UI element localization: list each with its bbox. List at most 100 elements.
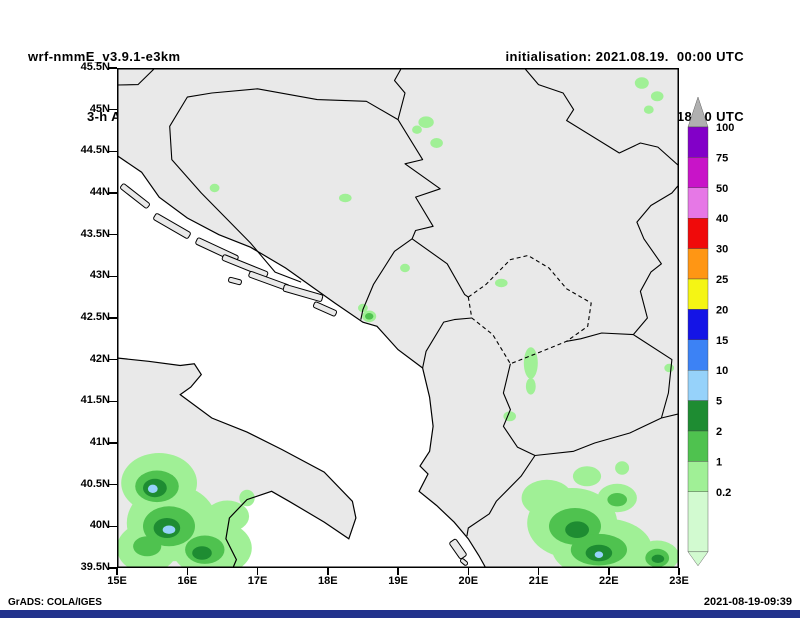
colorbar-label: 75: [716, 152, 728, 164]
precip-cell: [400, 263, 410, 273]
colorbar-label: 10: [716, 365, 728, 377]
map-lines-layer: [117, 68, 679, 568]
precip-cell: [162, 525, 176, 534]
coastline-balkans: [117, 68, 679, 568]
border-croatia-slovenia: [117, 68, 156, 86]
colorbar-segment: [687, 248, 709, 280]
colorbar-over-arrow: [687, 96, 709, 128]
lat-tick-mark: [109, 358, 117, 361]
colorbar-segment: [687, 187, 709, 219]
border-albania-greece: [466, 455, 536, 537]
border-macedonia-bulgaria: [633, 334, 673, 419]
lon-tick-label: 18E: [317, 575, 338, 587]
precip-cell: [358, 303, 368, 313]
island: [282, 284, 324, 302]
island: [459, 558, 469, 566]
border-kosovo: [467, 254, 592, 365]
precip-cell: [572, 466, 602, 487]
precip-cell: [365, 313, 374, 320]
balkans-landmass: [117, 68, 679, 568]
precip-cell: [503, 411, 516, 422]
precip-cell: [495, 278, 508, 288]
lat-tick-label: 43N: [89, 269, 110, 282]
precip-cell: [607, 493, 627, 507]
model-title: wrf-nmmE_v3.9.1-e3km: [28, 49, 181, 64]
lon-tick-label: 19E: [388, 575, 408, 587]
border-serbia-montenegro: [411, 238, 469, 298]
island: [312, 301, 338, 317]
lat-tick-label: 42N: [89, 352, 110, 365]
lat-tick-mark: [109, 400, 117, 403]
colorbar-label: 40: [716, 213, 728, 225]
precip-cell: [634, 77, 649, 89]
precip-cell: [133, 536, 162, 557]
border-albania-macedonia: [502, 363, 536, 456]
lat-tick-mark: [109, 67, 117, 69]
lon-tick-label: 23E: [669, 575, 689, 587]
lat-tick-label: 45N: [89, 102, 110, 115]
border-serbia-romania: [523, 68, 679, 167]
colorbar-label: 25: [716, 274, 728, 286]
precip-cell: [565, 521, 589, 538]
lat-tick-label: 40.5N: [80, 477, 110, 490]
precip-cell: [339, 193, 352, 203]
grads-credit: GrADS: COLA/IGES: [8, 597, 102, 608]
lat-tick-label: 41N: [89, 436, 110, 448]
colorbar-segment: [687, 400, 709, 432]
border-bosnia-serbia: [397, 119, 441, 240]
island: [449, 538, 467, 560]
border-serbia-macedonia: [566, 332, 634, 342]
colorbar-label: 2: [716, 426, 722, 438]
lat-tick-label: 42.5N: [80, 311, 110, 323]
island: [120, 183, 150, 209]
lat-tick-mark: [109, 483, 117, 486]
lon-tick-mark: [467, 568, 469, 575]
border-croatia-bosnia: [169, 88, 399, 283]
colorbar-label: 15: [716, 335, 728, 347]
precip-cell: [615, 461, 630, 475]
colorbar-segment: [687, 126, 709, 158]
lat-tick-label: 44.5N: [80, 144, 110, 157]
lon-tick-label: 20E: [458, 575, 479, 587]
colorbar-segment: [687, 430, 709, 462]
lon-tick-mark: [327, 568, 329, 575]
colorbar-label: 5: [716, 396, 722, 408]
colorbar-segment: [687, 217, 709, 249]
lon-tick-mark: [256, 568, 259, 575]
precip-cell: [651, 554, 665, 563]
colorbar-label: 1: [716, 456, 722, 468]
lat-tick-mark: [109, 192, 117, 194]
precip-cell: [192, 546, 212, 560]
lat-tick-mark: [109, 567, 117, 569]
lon-tick-mark: [608, 568, 610, 575]
colorbar-label: 0.2: [716, 487, 731, 499]
island: [228, 276, 242, 286]
lat-tick-label: 39.5N: [80, 561, 110, 573]
precip-cell: [525, 378, 536, 395]
border-serbia-bulgaria: [632, 184, 679, 335]
precip-cell: [412, 125, 422, 134]
lon-tick-mark: [537, 568, 540, 575]
precip-cell: [430, 138, 443, 148]
colorbar-label: 30: [716, 244, 728, 256]
lat-tick-mark: [109, 233, 117, 236]
init-time: initialisation: 2021.08.19. 00:00 UTC: [505, 49, 744, 64]
lon-tick-label: 22E: [598, 575, 619, 587]
precip-cell: [643, 105, 654, 114]
lon-tick-label: 21E: [528, 575, 549, 587]
island: [153, 213, 191, 239]
colorbar-under-arrow: [687, 551, 709, 567]
precip-cell: [523, 347, 538, 379]
coastline-italy: [117, 357, 357, 568]
lat-tick-label: 43.5N: [80, 227, 110, 240]
colorbar-label: 50: [716, 183, 728, 195]
island: [221, 254, 269, 278]
precip-cell: [418, 116, 434, 128]
border-greece-bulgaria: [661, 413, 679, 419]
lat-tick-mark: [109, 275, 117, 278]
border-montenegro-albania: [422, 317, 472, 369]
lon-tick-label: 16E: [177, 575, 198, 587]
lat-tick-mark: [109, 442, 117, 444]
lon-tick-label: 15E: [107, 575, 127, 587]
colorbar-segment: [687, 461, 709, 492]
